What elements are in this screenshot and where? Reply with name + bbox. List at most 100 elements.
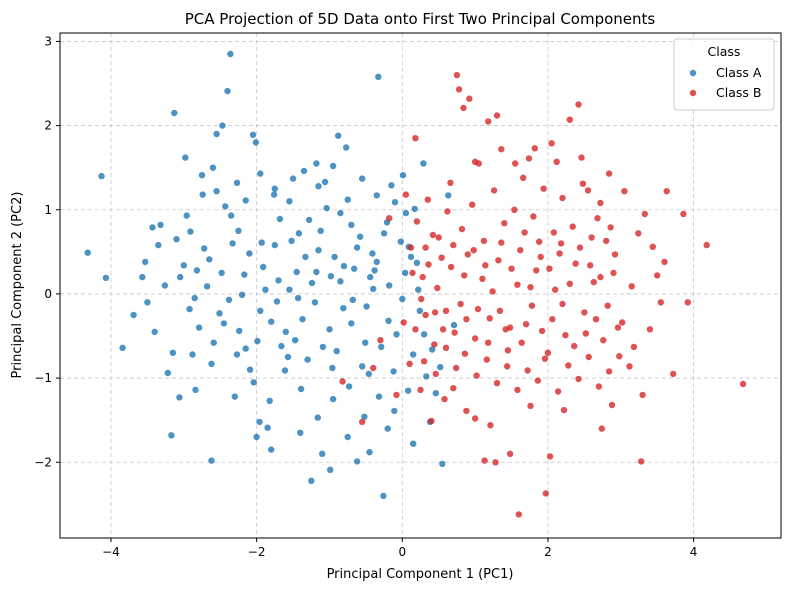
point-class-b <box>597 273 604 281</box>
point-class-b <box>663 188 670 195</box>
point-class-b <box>442 307 450 314</box>
point-class-a <box>288 237 295 245</box>
point-class-a <box>337 278 344 285</box>
point-class-a <box>302 253 309 261</box>
point-class-b <box>536 238 543 245</box>
point-class-a <box>229 240 236 247</box>
point-class-a <box>180 262 187 269</box>
point-class-b <box>680 210 687 218</box>
point-class-b <box>420 358 428 365</box>
point-class-b <box>393 391 400 399</box>
point-class-b <box>431 309 439 316</box>
point-class-b <box>412 135 419 142</box>
chart-title: PCA Projection of 5D Data onto First Two… <box>185 10 656 28</box>
point-class-b <box>598 425 605 432</box>
point-class-b <box>453 364 460 372</box>
point-class-b <box>450 241 457 249</box>
point-class-b <box>506 450 514 457</box>
point-class-a <box>294 294 302 302</box>
point-class-a <box>373 258 380 266</box>
point-class-b <box>471 415 479 422</box>
point-class-b <box>504 347 512 354</box>
point-class-a <box>257 307 264 314</box>
point-class-b <box>460 104 467 112</box>
point-class-a <box>284 353 292 361</box>
point-class-a <box>292 337 299 344</box>
point-class-a <box>327 466 334 473</box>
point-class-a <box>404 387 412 394</box>
y-tick-label: 1 <box>44 203 52 217</box>
point-class-b <box>434 284 441 292</box>
point-class-a <box>256 418 263 426</box>
point-class-a <box>208 360 215 367</box>
point-class-b <box>521 229 528 236</box>
point-class-b <box>600 337 607 344</box>
point-class-b <box>370 364 377 372</box>
point-class-b <box>483 356 490 363</box>
point-class-b <box>528 302 536 309</box>
point-class-b <box>608 401 616 409</box>
point-class-b <box>461 272 468 279</box>
point-class-a <box>344 433 351 441</box>
point-class-b <box>339 378 346 385</box>
legend-marker-class-b <box>689 89 697 97</box>
point-class-a <box>242 345 249 352</box>
point-class-b <box>566 116 573 123</box>
point-class-b <box>506 324 514 331</box>
point-class-b <box>587 262 594 269</box>
point-class-a <box>317 227 324 234</box>
point-class-b <box>603 237 610 245</box>
point-class-a <box>437 363 444 371</box>
point-class-b <box>525 155 533 162</box>
point-class-a <box>218 269 225 277</box>
point-class-a <box>264 424 271 431</box>
point-class-a <box>391 407 398 415</box>
point-class-b <box>575 375 582 383</box>
point-class-a <box>250 379 257 386</box>
point-class-b <box>486 315 493 322</box>
point-class-b <box>473 372 480 379</box>
point-class-a <box>337 209 344 217</box>
point-class-a <box>450 321 458 329</box>
point-class-a <box>340 262 348 270</box>
point-class-a <box>271 241 278 249</box>
point-class-b <box>429 231 437 239</box>
point-class-a <box>130 311 137 319</box>
point-class-b <box>493 112 501 119</box>
point-class-b <box>649 243 656 250</box>
point-class-a <box>199 191 206 198</box>
point-class-b <box>471 335 479 342</box>
point-class-b <box>546 453 554 460</box>
point-class-b <box>515 511 522 518</box>
point-class-a <box>323 204 330 212</box>
point-class-b <box>641 210 648 218</box>
point-class-a <box>242 197 249 204</box>
point-class-a <box>293 268 300 276</box>
point-class-a <box>281 367 289 374</box>
point-class-b <box>498 146 505 153</box>
point-class-b <box>485 118 492 125</box>
point-class-b <box>479 275 486 282</box>
point-class-a <box>393 331 400 338</box>
point-class-b <box>531 145 538 152</box>
point-class-b <box>447 263 455 271</box>
point-class-b <box>412 326 419 333</box>
point-class-b <box>482 262 489 269</box>
grid <box>60 33 781 538</box>
point-class-a <box>149 224 156 231</box>
point-class-b <box>557 240 565 247</box>
point-class-b <box>542 490 549 497</box>
point-class-b <box>530 213 537 220</box>
x-tick-label: 4 <box>690 545 698 559</box>
point-class-b <box>490 187 498 194</box>
point-class-a <box>282 328 289 335</box>
point-class-a <box>168 432 175 439</box>
point-class-a <box>331 253 338 261</box>
point-class-a <box>369 250 376 257</box>
point-class-a <box>262 286 269 293</box>
point-class-a <box>429 346 436 353</box>
point-class-b <box>400 319 407 326</box>
point-class-a <box>139 273 146 281</box>
x-tick-label: 2 <box>544 545 552 559</box>
axis-ticks: −4 −2 0 2 4 −2 −1 0 1 2 3 <box>34 34 697 559</box>
